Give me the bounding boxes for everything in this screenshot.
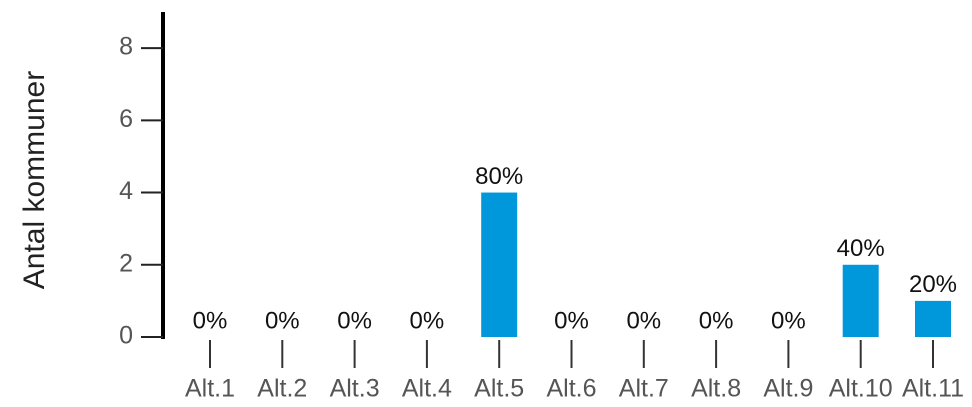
x-tick-label: Alt.5 — [474, 375, 524, 403]
bar — [481, 192, 518, 337]
x-tick-label: Alt.8 — [691, 375, 741, 403]
value-label: 40% — [837, 235, 885, 262]
y-axis-label: Antal kommuner — [18, 71, 51, 289]
value-label: 80% — [475, 163, 523, 190]
x-tick-label: Alt.9 — [763, 375, 813, 403]
value-label: 0% — [193, 307, 228, 334]
y-tick-label: 4 — [119, 177, 133, 205]
y-tick-label: 0 — [119, 322, 133, 350]
value-label: 0% — [265, 307, 300, 334]
x-tick-label: Alt.11 — [902, 375, 964, 403]
bar — [915, 300, 951, 337]
x-tick-label: Alt.2 — [257, 375, 307, 403]
y-tick-label: 6 — [119, 105, 133, 133]
x-tick-label: Alt.4 — [402, 375, 452, 403]
x-tick-label: Alt.10 — [829, 375, 893, 403]
x-tick-label: Alt.3 — [330, 375, 380, 403]
value-label: 0% — [626, 307, 661, 334]
x-tick-label: Alt.6 — [546, 375, 596, 403]
value-label: 0% — [554, 307, 589, 334]
value-label: 0% — [699, 307, 734, 334]
value-label: 0% — [410, 307, 445, 334]
bar — [842, 264, 879, 337]
value-label: 20% — [909, 271, 957, 298]
y-tick-label: 2 — [119, 249, 133, 277]
value-label: 0% — [337, 307, 372, 334]
value-label: 0% — [771, 307, 806, 334]
y-tick-label: 8 — [119, 33, 133, 61]
x-tick-label: Alt.7 — [619, 375, 669, 403]
x-tick-label: Alt.1 — [185, 375, 235, 403]
